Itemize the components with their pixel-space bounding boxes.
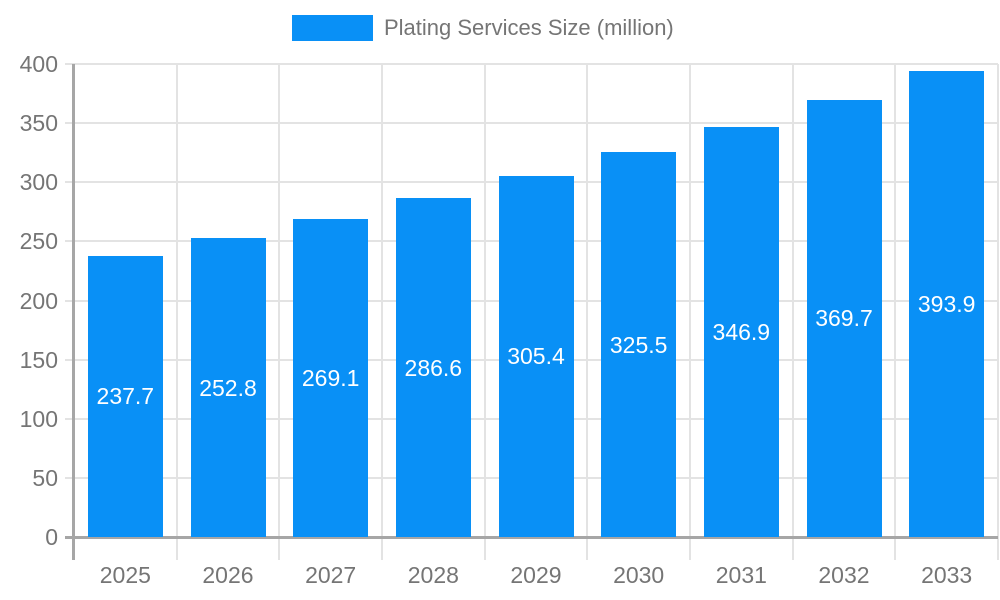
y-axis-tick-label: 250 <box>19 228 58 255</box>
y-axis-tick-label: 200 <box>19 287 58 314</box>
bar[interactable] <box>601 152 677 537</box>
bar[interactable] <box>293 218 369 537</box>
bar[interactable] <box>806 99 882 537</box>
y-axis-tick-label: 350 <box>19 110 58 137</box>
x-axis-tick-label: 2029 <box>510 562 562 588</box>
x-axis-tick-label: 2031 <box>715 562 767 588</box>
bar[interactable] <box>87 255 163 537</box>
bar-value-label: 369.7 <box>815 305 873 332</box>
bar-value-label: 393.9 <box>917 291 976 318</box>
x-axis-tick-label: 2028 <box>407 562 459 588</box>
bar[interactable] <box>190 238 266 537</box>
bar-value-label: 305.4 <box>507 343 565 370</box>
legend-label: Plating Services Size (million) <box>384 15 674 40</box>
y-axis-tick-label: 300 <box>19 169 58 196</box>
category-gridline <box>381 64 383 560</box>
y-axis-tick-label: 400 <box>19 51 58 77</box>
x-axis-tick-label: 2027 <box>305 562 357 588</box>
x-axis-tick-label: 2026 <box>202 562 254 588</box>
category-gridline <box>483 64 486 560</box>
bar-value-label: 269.1 <box>301 364 360 391</box>
category-gridline <box>586 64 589 560</box>
bar-value-label: 286.6 <box>404 354 463 381</box>
bar-value-label: 237.7 <box>96 383 155 410</box>
category-gridline <box>278 64 281 560</box>
category-gridline <box>689 64 691 560</box>
x-axis-tick-label: 2030 <box>613 562 665 588</box>
bar-value-label: 252.8 <box>199 374 257 401</box>
y-axis-tick-label: 100 <box>19 405 58 432</box>
category-gridline <box>791 64 794 560</box>
category-gridline <box>894 64 897 560</box>
y-gridline <box>65 122 998 125</box>
bar[interactable] <box>498 175 574 537</box>
x-axis-tick-label: 2025 <box>99 562 151 588</box>
y-gridline <box>65 63 998 65</box>
category-gridline <box>997 64 999 560</box>
bar[interactable] <box>395 198 471 537</box>
x-axis-line <box>65 536 998 539</box>
chart-legend[interactable]: Plating Services Size (million) <box>292 15 674 41</box>
bar-value-label: 325.5 <box>609 331 668 358</box>
bar[interactable] <box>909 71 985 537</box>
x-axis-tick-label: 2032 <box>818 562 870 588</box>
y-axis-line <box>72 64 75 560</box>
y-axis-tick-label: 150 <box>19 346 58 373</box>
legend-swatch-icon <box>292 15 373 41</box>
category-gridline <box>175 64 178 560</box>
y-axis-tick-label: 50 <box>32 464 58 491</box>
x-axis-tick-label: 2033 <box>921 562 973 588</box>
bar-value-label: 346.9 <box>712 318 771 345</box>
y-axis-tick-label: 0 <box>45 524 58 550</box>
bar[interactable] <box>703 126 779 537</box>
